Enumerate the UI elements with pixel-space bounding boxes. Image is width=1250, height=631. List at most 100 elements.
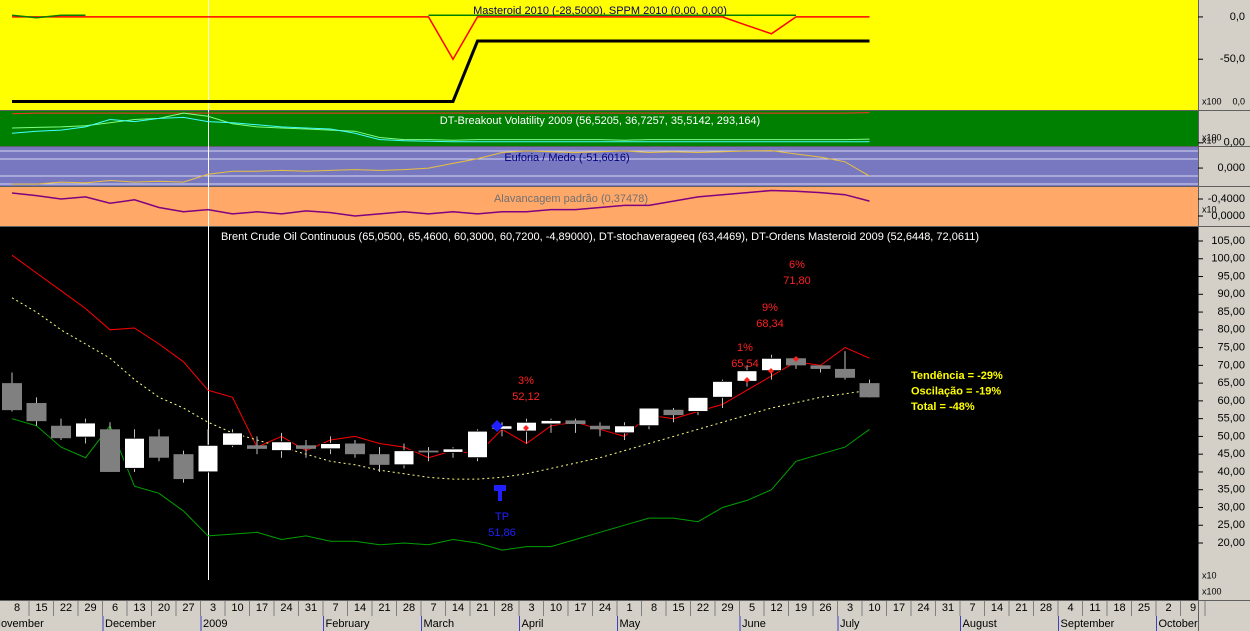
pane-background — [0, 187, 1198, 226]
pane-background — [0, 227, 1198, 600]
pane-background — [0, 147, 1198, 186]
x-tick-label: 6 — [112, 602, 118, 614]
x-tick-label: 22 — [697, 602, 709, 614]
annotation: 1% — [737, 342, 753, 354]
series-line — [12, 16, 870, 61]
x-tick-label: 4 — [1067, 602, 1073, 614]
series-line — [11, 418, 870, 551]
x-tick-label: 7 — [430, 602, 436, 614]
candle-body — [222, 432, 243, 446]
month-label: February — [326, 618, 371, 630]
candle-body — [26, 403, 47, 422]
candle-body — [712, 380, 733, 398]
y-tick-label: 80,00 — [1217, 324, 1245, 336]
pane-background — [0, 0, 1198, 110]
candle-body — [590, 425, 610, 430]
series-line — [11, 254, 870, 459]
x-tick-label: 21 — [378, 602, 390, 614]
tp-arrow — [494, 485, 506, 501]
summary-text: Tendência = -29% — [911, 370, 1003, 382]
month-label: April — [522, 618, 544, 630]
candle-body — [614, 425, 635, 434]
x-tick-label: 12 — [770, 602, 782, 614]
x-tick-label: 3 — [210, 602, 216, 614]
plot-layer: Masteroid 2010 (-28,5000), SPPM 2010 (0,… — [0, 5, 1245, 631]
y-tick-label: 0,0 — [1230, 11, 1245, 23]
x-tick-label: 15 — [672, 602, 684, 614]
annotation: TP — [495, 511, 509, 523]
y-tick-label: 0,000 — [1217, 162, 1245, 174]
candle-body — [835, 368, 855, 378]
x-tick-label: 24 — [599, 602, 611, 614]
x-tick-label: 21 — [1015, 602, 1027, 614]
series-line — [11, 189, 870, 217]
y-tick-label: 90,00 — [1217, 288, 1245, 300]
month-label: October — [1159, 618, 1198, 630]
axis-background — [1198, 0, 1250, 631]
axis-multiplier: x100 — [1202, 586, 1222, 596]
axis-multiplier: x100 — [1202, 96, 1222, 106]
series-line — [11, 297, 870, 480]
x-tick-label: 31 — [305, 602, 317, 614]
x-tick-label: 29 — [84, 602, 96, 614]
x-tick-label: 25 — [1138, 602, 1150, 614]
x-tick-label: 21 — [476, 602, 488, 614]
candle-body — [369, 454, 390, 465]
x-tick-label: 24 — [280, 602, 292, 614]
annotation: 51,86 — [488, 527, 516, 539]
x-tick-label: 28 — [501, 602, 513, 614]
series-line — [11, 14, 86, 19]
order-marker — [744, 377, 750, 383]
annotation: 3% — [518, 375, 534, 387]
month-label: March — [424, 618, 455, 630]
x-tick-label: 2 — [1165, 602, 1171, 614]
x-tick-label: 29 — [721, 602, 733, 614]
annotation: 68,34 — [756, 318, 784, 330]
series-line — [12, 39, 870, 103]
x-tick-label: 18 — [1113, 602, 1125, 614]
x-tick-label: 27 — [182, 602, 194, 614]
axis-multiplier: x10 — [1202, 204, 1217, 214]
y-tick-label: 0,0000 — [1211, 210, 1245, 222]
y-tick-label: 25,00 — [1217, 519, 1245, 531]
y-tick-label: 50,00 — [1217, 430, 1245, 442]
y-tick-label: 0,00 — [1224, 137, 1245, 149]
x-tick-label: 28 — [403, 602, 415, 614]
y-tick-label: 95,00 — [1217, 270, 1245, 282]
x-tick-label: 8 — [651, 602, 657, 614]
buy-marker — [491, 420, 503, 432]
candle-body — [197, 444, 219, 473]
y-tick-label: 85,00 — [1217, 306, 1245, 318]
x-tick-label: 19 — [795, 602, 807, 614]
candle-body — [100, 429, 120, 472]
x-tick-label: 28 — [1040, 602, 1052, 614]
annotation: 6% — [789, 259, 805, 271]
y-tick-label: 70,00 — [1217, 359, 1245, 371]
candle-body — [51, 425, 71, 439]
x-tick-label: 10 — [868, 602, 880, 614]
candle-body — [418, 450, 439, 453]
candle-body — [540, 419, 562, 425]
y-tick-label: 105,00 — [1211, 235, 1245, 247]
y-tick-label: 45,00 — [1217, 448, 1245, 460]
y-tick-label: 60,00 — [1217, 395, 1245, 407]
annotation: 52,12 — [512, 391, 540, 403]
x-tick-label: 17 — [256, 602, 268, 614]
x-tick-label: 17 — [574, 602, 586, 614]
order-markers — [491, 356, 799, 501]
x-tick-label: 24 — [917, 602, 929, 614]
pane-gridlines — [0, 150, 1198, 185]
candle-body — [173, 454, 194, 480]
x-tick-label: 10 — [550, 602, 562, 614]
x-tick-label: 10 — [231, 602, 243, 614]
axis-multiplier: x10 — [1202, 135, 1217, 145]
candle-body — [271, 441, 292, 452]
x-tick-label: 14 — [991, 602, 1003, 614]
y-tick-label: 75,00 — [1217, 341, 1245, 353]
month-label: August — [963, 618, 997, 630]
x-tick-label: 14 — [354, 602, 366, 614]
x-tick-label: 17 — [893, 602, 905, 614]
series-line — [12, 150, 870, 185]
